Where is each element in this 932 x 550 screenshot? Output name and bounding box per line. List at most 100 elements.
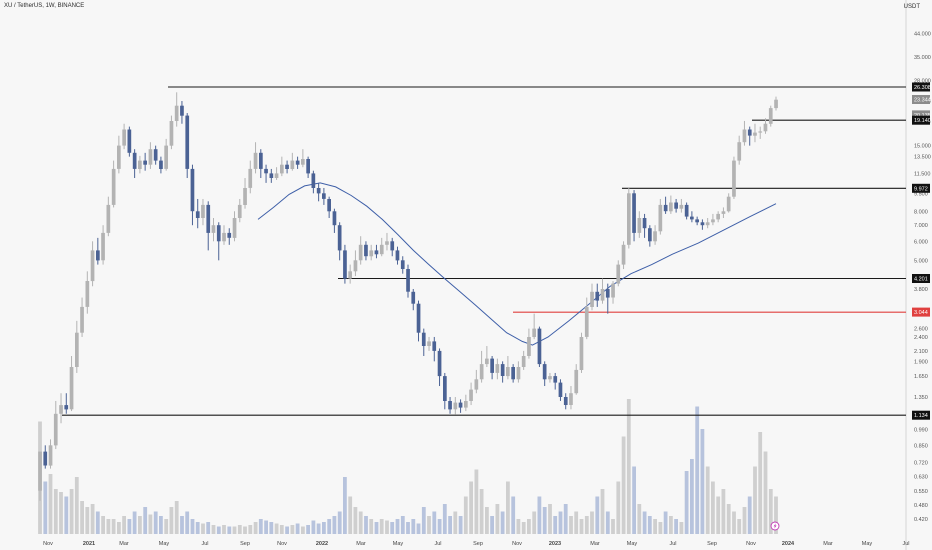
volume-bar xyxy=(768,489,773,534)
candle-body xyxy=(584,306,589,337)
volume-bar xyxy=(600,489,605,534)
candle-body xyxy=(53,413,58,446)
candle-body xyxy=(721,211,726,214)
candle-body xyxy=(274,173,279,178)
candle-body xyxy=(343,250,347,279)
candle-body xyxy=(306,159,310,174)
volume-bar xyxy=(448,516,452,534)
volume-bar xyxy=(574,511,579,534)
volume-bar xyxy=(511,496,516,534)
volume-bar xyxy=(369,519,374,534)
volume-bar xyxy=(290,525,295,534)
x-tick-label: Sep xyxy=(707,541,717,547)
candle-body xyxy=(43,451,48,466)
volume-bar xyxy=(311,520,316,534)
candle-body xyxy=(96,250,100,261)
volume-bar xyxy=(243,526,247,534)
volume-bar xyxy=(185,511,190,534)
volume-bar xyxy=(527,519,531,534)
volume-bar xyxy=(584,516,589,534)
y-tick-label: 44.000 xyxy=(914,31,931,37)
x-tick-label: Jul xyxy=(434,541,441,547)
volume-bar xyxy=(395,519,400,534)
volume-bar xyxy=(90,504,95,534)
volume-bar xyxy=(322,522,326,534)
candle-body xyxy=(579,337,584,370)
candle-body xyxy=(658,204,663,232)
flash-icon-glyph xyxy=(773,523,777,529)
volume-bar xyxy=(164,519,169,534)
volume-bar xyxy=(374,522,379,534)
candle-body xyxy=(411,291,416,304)
candle-body xyxy=(248,168,253,188)
volume-bar xyxy=(542,507,547,534)
candle-body xyxy=(69,367,74,410)
candle-body xyxy=(495,364,500,373)
volume-bar xyxy=(658,522,663,534)
volume-bar xyxy=(343,477,347,534)
volume-bar xyxy=(558,511,563,534)
volume-bar xyxy=(774,496,778,534)
volume-bar xyxy=(705,466,710,534)
candle-body xyxy=(243,188,247,205)
candle-body xyxy=(753,132,757,136)
volume-bar xyxy=(64,496,69,534)
candle-body xyxy=(768,108,773,124)
candle-body xyxy=(737,142,742,161)
candle-body xyxy=(80,306,84,333)
candle-body xyxy=(159,160,163,169)
candle-body xyxy=(353,260,358,272)
volume-bar xyxy=(595,496,600,534)
candle-body xyxy=(195,211,200,218)
volume-bar xyxy=(279,525,284,534)
y-tick-label: 1.650 xyxy=(914,374,928,380)
volume-bar xyxy=(737,519,742,534)
volume-bar xyxy=(285,526,289,534)
volume-bar xyxy=(127,519,132,534)
candle-body xyxy=(616,264,621,284)
x-tick-label: Nov xyxy=(43,541,53,547)
candle-body xyxy=(322,193,326,199)
volume-bar xyxy=(458,516,463,534)
price-tag xyxy=(912,307,930,317)
volume-bar xyxy=(222,525,226,534)
candle-body xyxy=(148,149,153,165)
volume-bar xyxy=(353,507,358,534)
candle-body xyxy=(143,160,147,165)
volume-bar xyxy=(421,507,426,534)
candle-body xyxy=(469,389,473,401)
volume-bar xyxy=(669,516,673,534)
candle-body xyxy=(190,168,195,212)
y-tick-label: 1.350 xyxy=(914,395,928,401)
volume-bar xyxy=(726,504,731,534)
volume-bar xyxy=(406,522,410,534)
x-tick-label: Jul xyxy=(201,541,208,547)
candle-body xyxy=(458,402,463,408)
volume-bar xyxy=(253,522,258,534)
candle-body xyxy=(374,250,379,255)
candle-body xyxy=(379,244,384,255)
volume-bar xyxy=(490,516,494,534)
candle-body xyxy=(558,382,563,397)
volume-bar xyxy=(474,469,479,534)
candle-body xyxy=(679,204,684,209)
candle-body xyxy=(206,204,211,233)
candle-body xyxy=(758,131,763,133)
candle-body xyxy=(627,193,631,245)
volume-bar xyxy=(432,511,437,534)
candle-body xyxy=(443,376,447,401)
y-tick-label: 1.900 xyxy=(914,359,928,365)
y-tick-label: 0.550 xyxy=(914,489,928,495)
volume-bar xyxy=(48,474,53,534)
candle-body xyxy=(506,367,510,377)
candle-body xyxy=(59,405,63,414)
candle-body xyxy=(595,291,600,301)
volume-bar xyxy=(732,511,736,534)
volume-bar xyxy=(390,522,395,534)
candle-body xyxy=(532,328,536,337)
candle-body xyxy=(358,244,363,261)
x-tick-label: Mar xyxy=(119,541,129,547)
candle-body xyxy=(290,160,295,169)
x-tick-label: Nov xyxy=(746,541,756,547)
